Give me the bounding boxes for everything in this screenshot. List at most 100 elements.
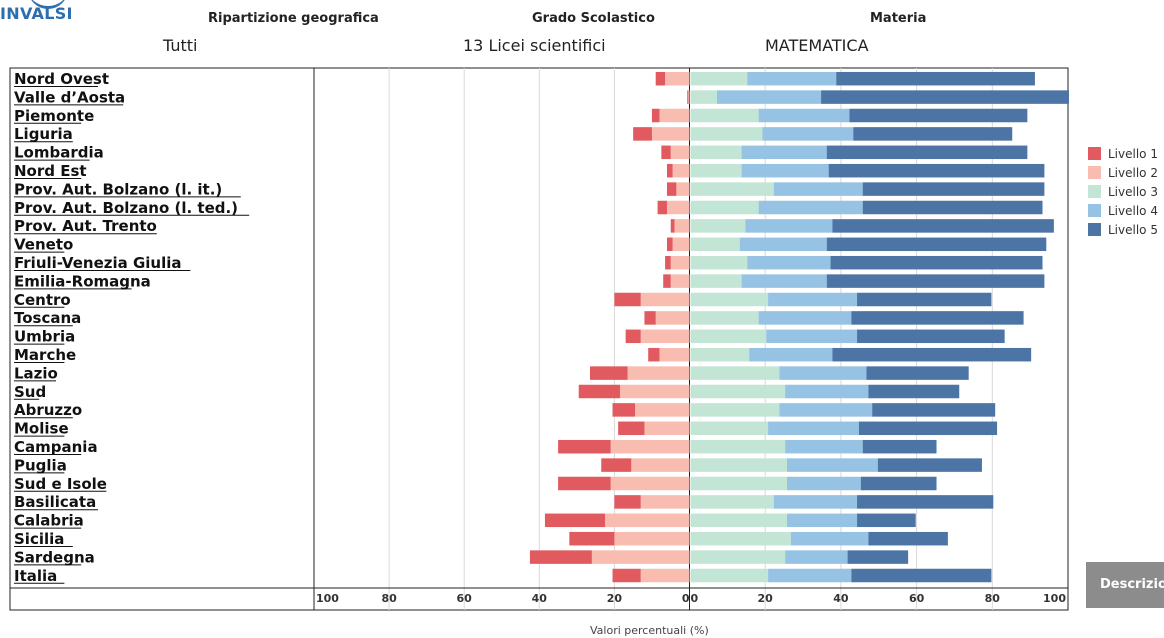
bar-livello-2 (655, 311, 690, 325)
legend: Livello 1 Livello 2 Livello 3 Livello 4 … (1088, 144, 1158, 239)
bar-livello-2 (672, 237, 690, 252)
legend-swatch (1088, 185, 1101, 198)
bar-livello-2 (674, 219, 690, 233)
legend-item-livello-4[interactable]: Livello 4 (1088, 201, 1158, 220)
logo-arc-icon (28, 0, 68, 9)
bar-livello-5 (872, 403, 996, 417)
bar-livello-4 (773, 182, 863, 196)
bar-livello-5 (860, 476, 937, 491)
invalsi-logo: INVALSI (0, 0, 90, 34)
bar-livello-5 (832, 219, 1054, 233)
bar-livello-3 (690, 421, 769, 436)
bar-livello-4 (758, 311, 852, 325)
bar-livello-3 (690, 403, 780, 417)
bar-livello-5 (832, 347, 1032, 362)
bar-livello-5 (847, 550, 909, 564)
bar-livello-5 (821, 90, 1069, 104)
bar-livello-5 (877, 458, 982, 472)
bar-livello-1 (612, 568, 641, 583)
legend-label: Livello 4 (1108, 203, 1158, 218)
bar-livello-1 (665, 255, 671, 270)
bar-livello-3 (690, 568, 769, 583)
bar-livello-3 (690, 347, 750, 362)
bar-livello-2 (627, 366, 690, 380)
bar-livello-1 (666, 237, 673, 252)
bar-livello-4 (768, 568, 852, 583)
filter-value-ripartizione[interactable]: Tutti (163, 36, 198, 55)
bar-livello-1 (625, 329, 641, 344)
row-label: Prov. Aut. Bolzano (l. ted.) (14, 199, 238, 217)
bar-livello-3 (690, 237, 740, 252)
bar-livello-3 (690, 255, 748, 270)
bar-livello-2 (610, 476, 690, 491)
row-label: Lazio (14, 364, 58, 382)
legend-item-livello-1[interactable]: Livello 1 (1088, 144, 1158, 163)
bar-livello-2 (665, 71, 690, 86)
row-label: Umbria (14, 328, 75, 346)
row-label: Puglia (14, 456, 67, 474)
bar-livello-4 (758, 108, 850, 123)
bar-livello-4 (747, 71, 837, 86)
legend-swatch (1088, 223, 1101, 236)
x-tick-right: 0 (691, 592, 699, 605)
bar-livello-1 (589, 366, 628, 380)
bar-livello-3 (690, 550, 786, 564)
bar-livello-3 (690, 163, 742, 178)
bar-livello-4 (779, 366, 867, 380)
bar-livello-3 (690, 311, 759, 325)
legend-item-livello-2[interactable]: Livello 2 (1088, 163, 1158, 182)
row-label: Prov. Aut. Bolzano (l. it.) (14, 180, 222, 198)
bar-livello-5 (857, 292, 992, 307)
legend-item-livello-3[interactable]: Livello 3 (1088, 182, 1158, 201)
bar-livello-4 (779, 403, 873, 417)
legend-item-livello-5[interactable]: Livello 5 (1088, 220, 1158, 239)
bar-livello-3 (690, 71, 748, 86)
bar-livello-2 (676, 182, 690, 196)
bar-livello-2 (651, 127, 690, 141)
row-label: Abruzzo (14, 401, 82, 419)
bar-livello-3 (690, 329, 767, 344)
x-tick-right: 60 (909, 592, 925, 605)
x-tick-left: 0 (682, 592, 690, 605)
row-label: Nord Est (14, 162, 87, 180)
filter-value-materia[interactable]: MATEMATICA (765, 36, 869, 55)
bar-livello-2 (631, 458, 690, 472)
bar-livello-4 (785, 439, 863, 454)
bar-livello-4 (716, 90, 822, 104)
bar-livello-1 (648, 347, 660, 362)
row-label: Prov. Aut. Trento (14, 217, 157, 235)
bar-livello-2 (672, 163, 690, 178)
bar-livello-5 (826, 274, 1045, 288)
bar-livello-4 (790, 531, 869, 546)
x-tick-left: 80 (381, 592, 397, 605)
bar-livello-1 (687, 90, 689, 104)
bar-livello-1 (529, 550, 592, 564)
bar-livello-2 (670, 274, 690, 288)
descrizione-button[interactable]: Descrizio (1086, 562, 1164, 608)
row-label: Basilicata (14, 493, 96, 511)
bar-livello-3 (690, 458, 788, 472)
row-label: Molise (14, 420, 69, 438)
filter-header-materia: Materia (870, 11, 927, 26)
bar-livello-5 (830, 255, 1043, 270)
row-label: Sicilia (14, 530, 64, 548)
bar-livello-2 (640, 495, 690, 509)
bar-livello-4 (739, 237, 827, 252)
bar-livello-3 (690, 513, 788, 528)
bar-livello-3 (690, 495, 774, 509)
bar-livello-4 (785, 384, 869, 399)
bar-livello-5 (836, 71, 1035, 86)
filter-header-grado: Grado Scolastico (532, 11, 655, 26)
legend-label: Livello 3 (1108, 184, 1158, 199)
bar-livello-1 (614, 292, 641, 307)
bar-livello-4 (749, 347, 833, 362)
bar-livello-2 (640, 568, 690, 583)
bar-livello-4 (741, 274, 827, 288)
bar-livello-2 (688, 90, 690, 104)
row-label: Sardegna (14, 548, 95, 566)
filter-value-grado[interactable]: 13 Licei scientifici (463, 36, 606, 55)
bar-livello-5 (851, 568, 992, 583)
bar-livello-3 (690, 439, 786, 454)
bar-livello-4 (787, 458, 878, 472)
